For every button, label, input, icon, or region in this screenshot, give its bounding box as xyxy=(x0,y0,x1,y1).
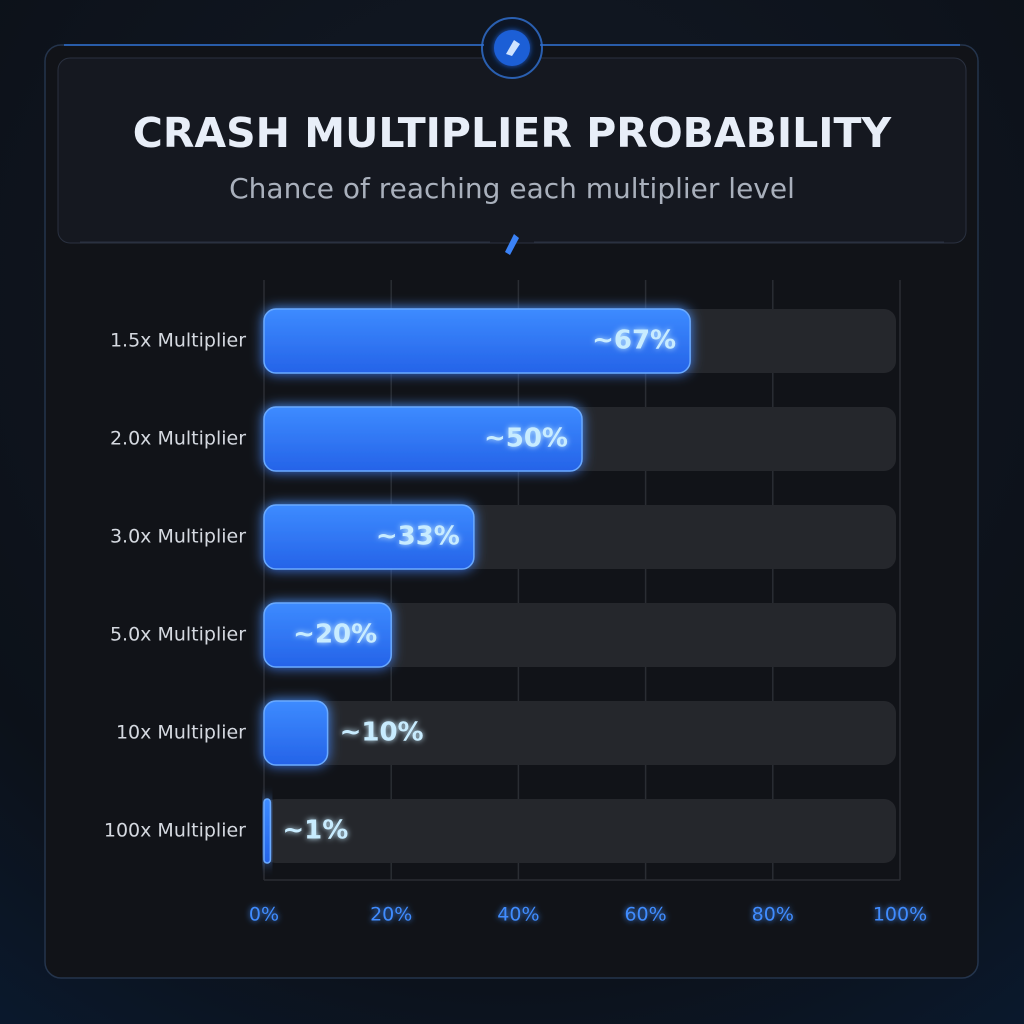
bar xyxy=(263,700,329,766)
bar-track xyxy=(264,701,896,765)
x-tick-label: 20% xyxy=(370,904,412,926)
y-tick-label: 100x Multiplier xyxy=(104,820,246,842)
value-label: ~10% xyxy=(340,718,424,748)
value-label: ~67% xyxy=(592,326,676,356)
y-tick-label: 10x Multiplier xyxy=(116,722,246,744)
bar xyxy=(263,308,691,374)
x-tick-label: 100% xyxy=(873,904,927,926)
logo-rocket xyxy=(506,40,520,56)
chart-subtitle: Chance of reaching each multiplier level xyxy=(229,172,795,205)
bar xyxy=(263,602,392,668)
y-tick-label: 2.0x Multiplier xyxy=(110,428,246,450)
bar xyxy=(263,798,272,864)
x-tick-label: 60% xyxy=(624,904,666,926)
bar-track xyxy=(264,603,896,667)
x-tick-label: 80% xyxy=(752,904,794,926)
chart-title: CRASH MULTIPLIER PROBABILITY xyxy=(133,109,893,157)
value-label: ~20% xyxy=(293,620,377,650)
bar xyxy=(263,406,583,472)
x-tick-label: 40% xyxy=(497,904,539,926)
y-tick-label: 5.0x Multiplier xyxy=(110,624,246,646)
bar-track xyxy=(264,799,896,863)
y-tick-label: 3.0x Multiplier xyxy=(110,526,246,548)
divider-rocket xyxy=(505,234,519,255)
bar xyxy=(263,504,475,570)
x-tick-label: 0% xyxy=(249,904,279,926)
y-tick-label: 1.5x Multiplier xyxy=(110,330,246,352)
value-label: ~1% xyxy=(282,816,348,846)
value-label: ~50% xyxy=(484,424,568,454)
value-label: ~33% xyxy=(376,522,460,552)
